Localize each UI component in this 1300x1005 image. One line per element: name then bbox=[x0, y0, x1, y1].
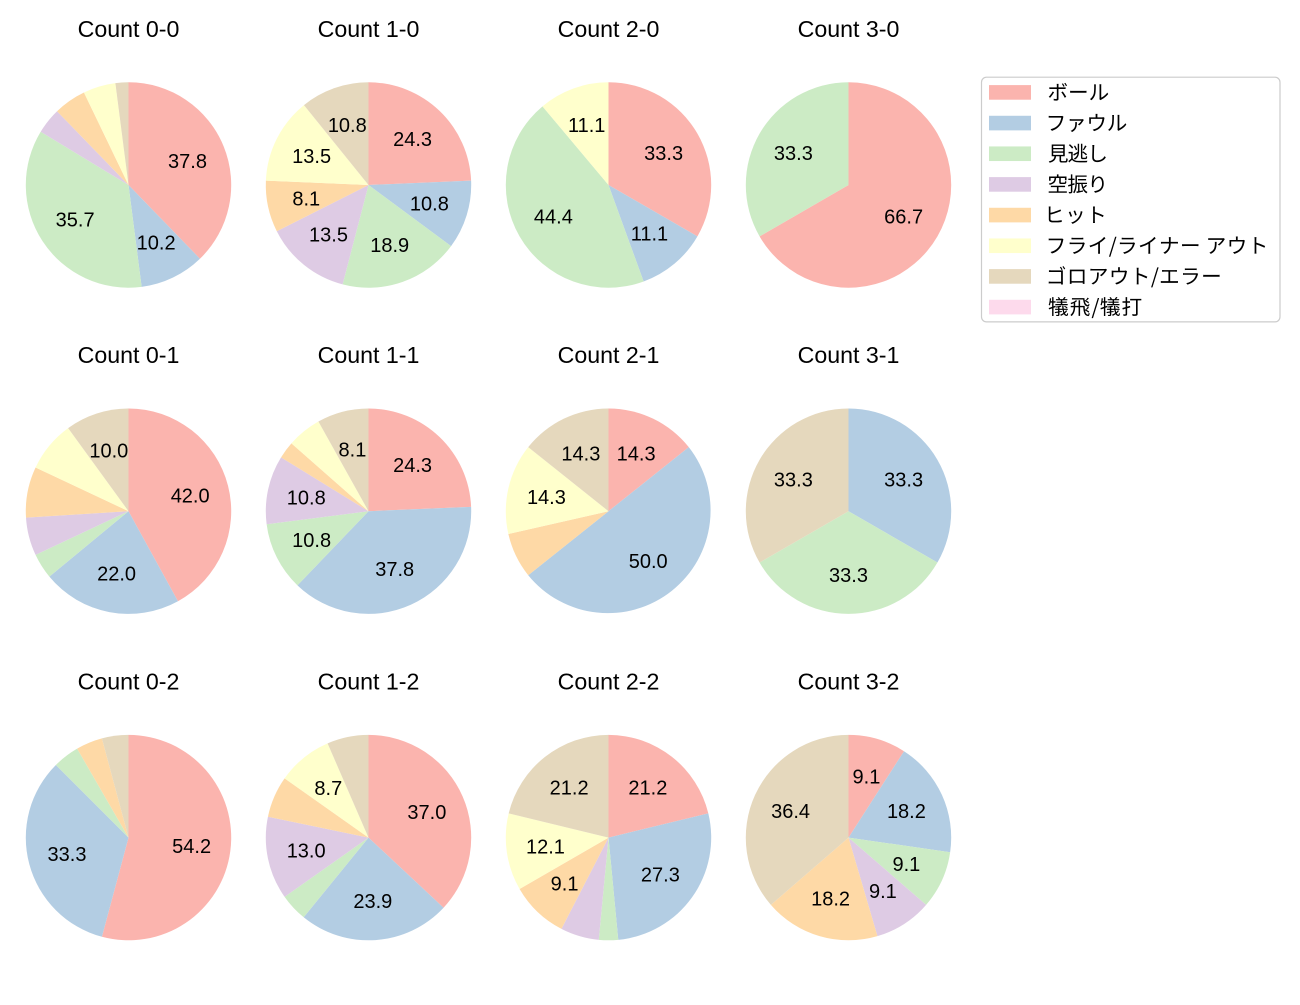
svg-text:8.1: 8.1 bbox=[339, 439, 367, 461]
svg-text:33.3: 33.3 bbox=[644, 143, 683, 165]
svg-text:8.1: 8.1 bbox=[292, 188, 320, 210]
svg-text:Count 2-1: Count 2-1 bbox=[558, 342, 660, 368]
svg-text:9.1: 9.1 bbox=[869, 881, 897, 903]
svg-text:Count 0-2: Count 0-2 bbox=[78, 669, 180, 695]
svg-text:44.4: 44.4 bbox=[534, 207, 573, 229]
svg-text:33.3: 33.3 bbox=[48, 844, 87, 866]
svg-text:10.8: 10.8 bbox=[410, 194, 449, 216]
svg-text:Count 3-0: Count 3-0 bbox=[798, 16, 900, 42]
svg-text:Count 2-0: Count 2-0 bbox=[558, 16, 660, 42]
svg-text:10.8: 10.8 bbox=[287, 488, 326, 510]
svg-text:23.9: 23.9 bbox=[353, 891, 392, 913]
svg-text:66.7: 66.7 bbox=[884, 207, 923, 229]
svg-text:14.3: 14.3 bbox=[561, 444, 600, 466]
svg-text:50.0: 50.0 bbox=[629, 551, 668, 573]
svg-text:9.1: 9.1 bbox=[893, 854, 921, 876]
svg-text:21.2: 21.2 bbox=[550, 777, 589, 799]
svg-text:11.1: 11.1 bbox=[631, 224, 668, 246]
svg-text:36.4: 36.4 bbox=[771, 801, 810, 823]
svg-text:22.0: 22.0 bbox=[97, 564, 136, 586]
svg-text:Count 1-2: Count 1-2 bbox=[318, 669, 420, 695]
svg-text:54.2: 54.2 bbox=[172, 836, 211, 858]
svg-text:13.5: 13.5 bbox=[292, 146, 331, 168]
svg-text:35.7: 35.7 bbox=[56, 210, 95, 232]
svg-text:10.0: 10.0 bbox=[89, 441, 128, 463]
svg-text:10.8: 10.8 bbox=[328, 115, 367, 137]
svg-text:18.9: 18.9 bbox=[370, 235, 409, 257]
svg-text:8.7: 8.7 bbox=[314, 778, 342, 800]
svg-text:24.3: 24.3 bbox=[393, 129, 432, 151]
svg-text:14.3: 14.3 bbox=[527, 487, 566, 509]
svg-text:13.5: 13.5 bbox=[309, 224, 348, 246]
svg-text:21.2: 21.2 bbox=[628, 777, 667, 799]
svg-text:Count 1-0: Count 1-0 bbox=[318, 16, 420, 42]
svg-text:Count 1-1: Count 1-1 bbox=[318, 342, 420, 368]
svg-text:10.8: 10.8 bbox=[292, 530, 331, 552]
svg-text:33.3: 33.3 bbox=[829, 565, 868, 587]
svg-text:Count 0-1: Count 0-1 bbox=[78, 342, 180, 368]
svg-text:37.8: 37.8 bbox=[168, 151, 207, 173]
svg-text:9.1: 9.1 bbox=[551, 874, 579, 896]
svg-text:27.3: 27.3 bbox=[641, 864, 680, 886]
svg-text:11.1: 11.1 bbox=[568, 115, 605, 137]
svg-text:18.2: 18.2 bbox=[811, 889, 850, 911]
svg-text:37.8: 37.8 bbox=[375, 559, 414, 581]
svg-text:Count 2-2: Count 2-2 bbox=[558, 669, 660, 695]
svg-text:24.3: 24.3 bbox=[393, 455, 432, 477]
svg-text:Count 3-2: Count 3-2 bbox=[798, 669, 900, 695]
svg-text:18.2: 18.2 bbox=[887, 801, 926, 823]
svg-text:9.1: 9.1 bbox=[853, 766, 881, 788]
svg-text:14.3: 14.3 bbox=[617, 444, 656, 466]
svg-text:12.1: 12.1 bbox=[526, 837, 565, 859]
svg-text:42.0: 42.0 bbox=[171, 485, 210, 507]
svg-text:33.3: 33.3 bbox=[774, 469, 813, 491]
svg-text:33.3: 33.3 bbox=[774, 143, 813, 165]
svg-text:13.0: 13.0 bbox=[287, 840, 326, 862]
svg-text:37.0: 37.0 bbox=[407, 802, 446, 824]
svg-text:Count 0-0: Count 0-0 bbox=[78, 16, 180, 42]
svg-text:Count 3-1: Count 3-1 bbox=[798, 342, 900, 368]
svg-text:10.2: 10.2 bbox=[137, 232, 176, 254]
svg-text:33.3: 33.3 bbox=[884, 469, 923, 491]
